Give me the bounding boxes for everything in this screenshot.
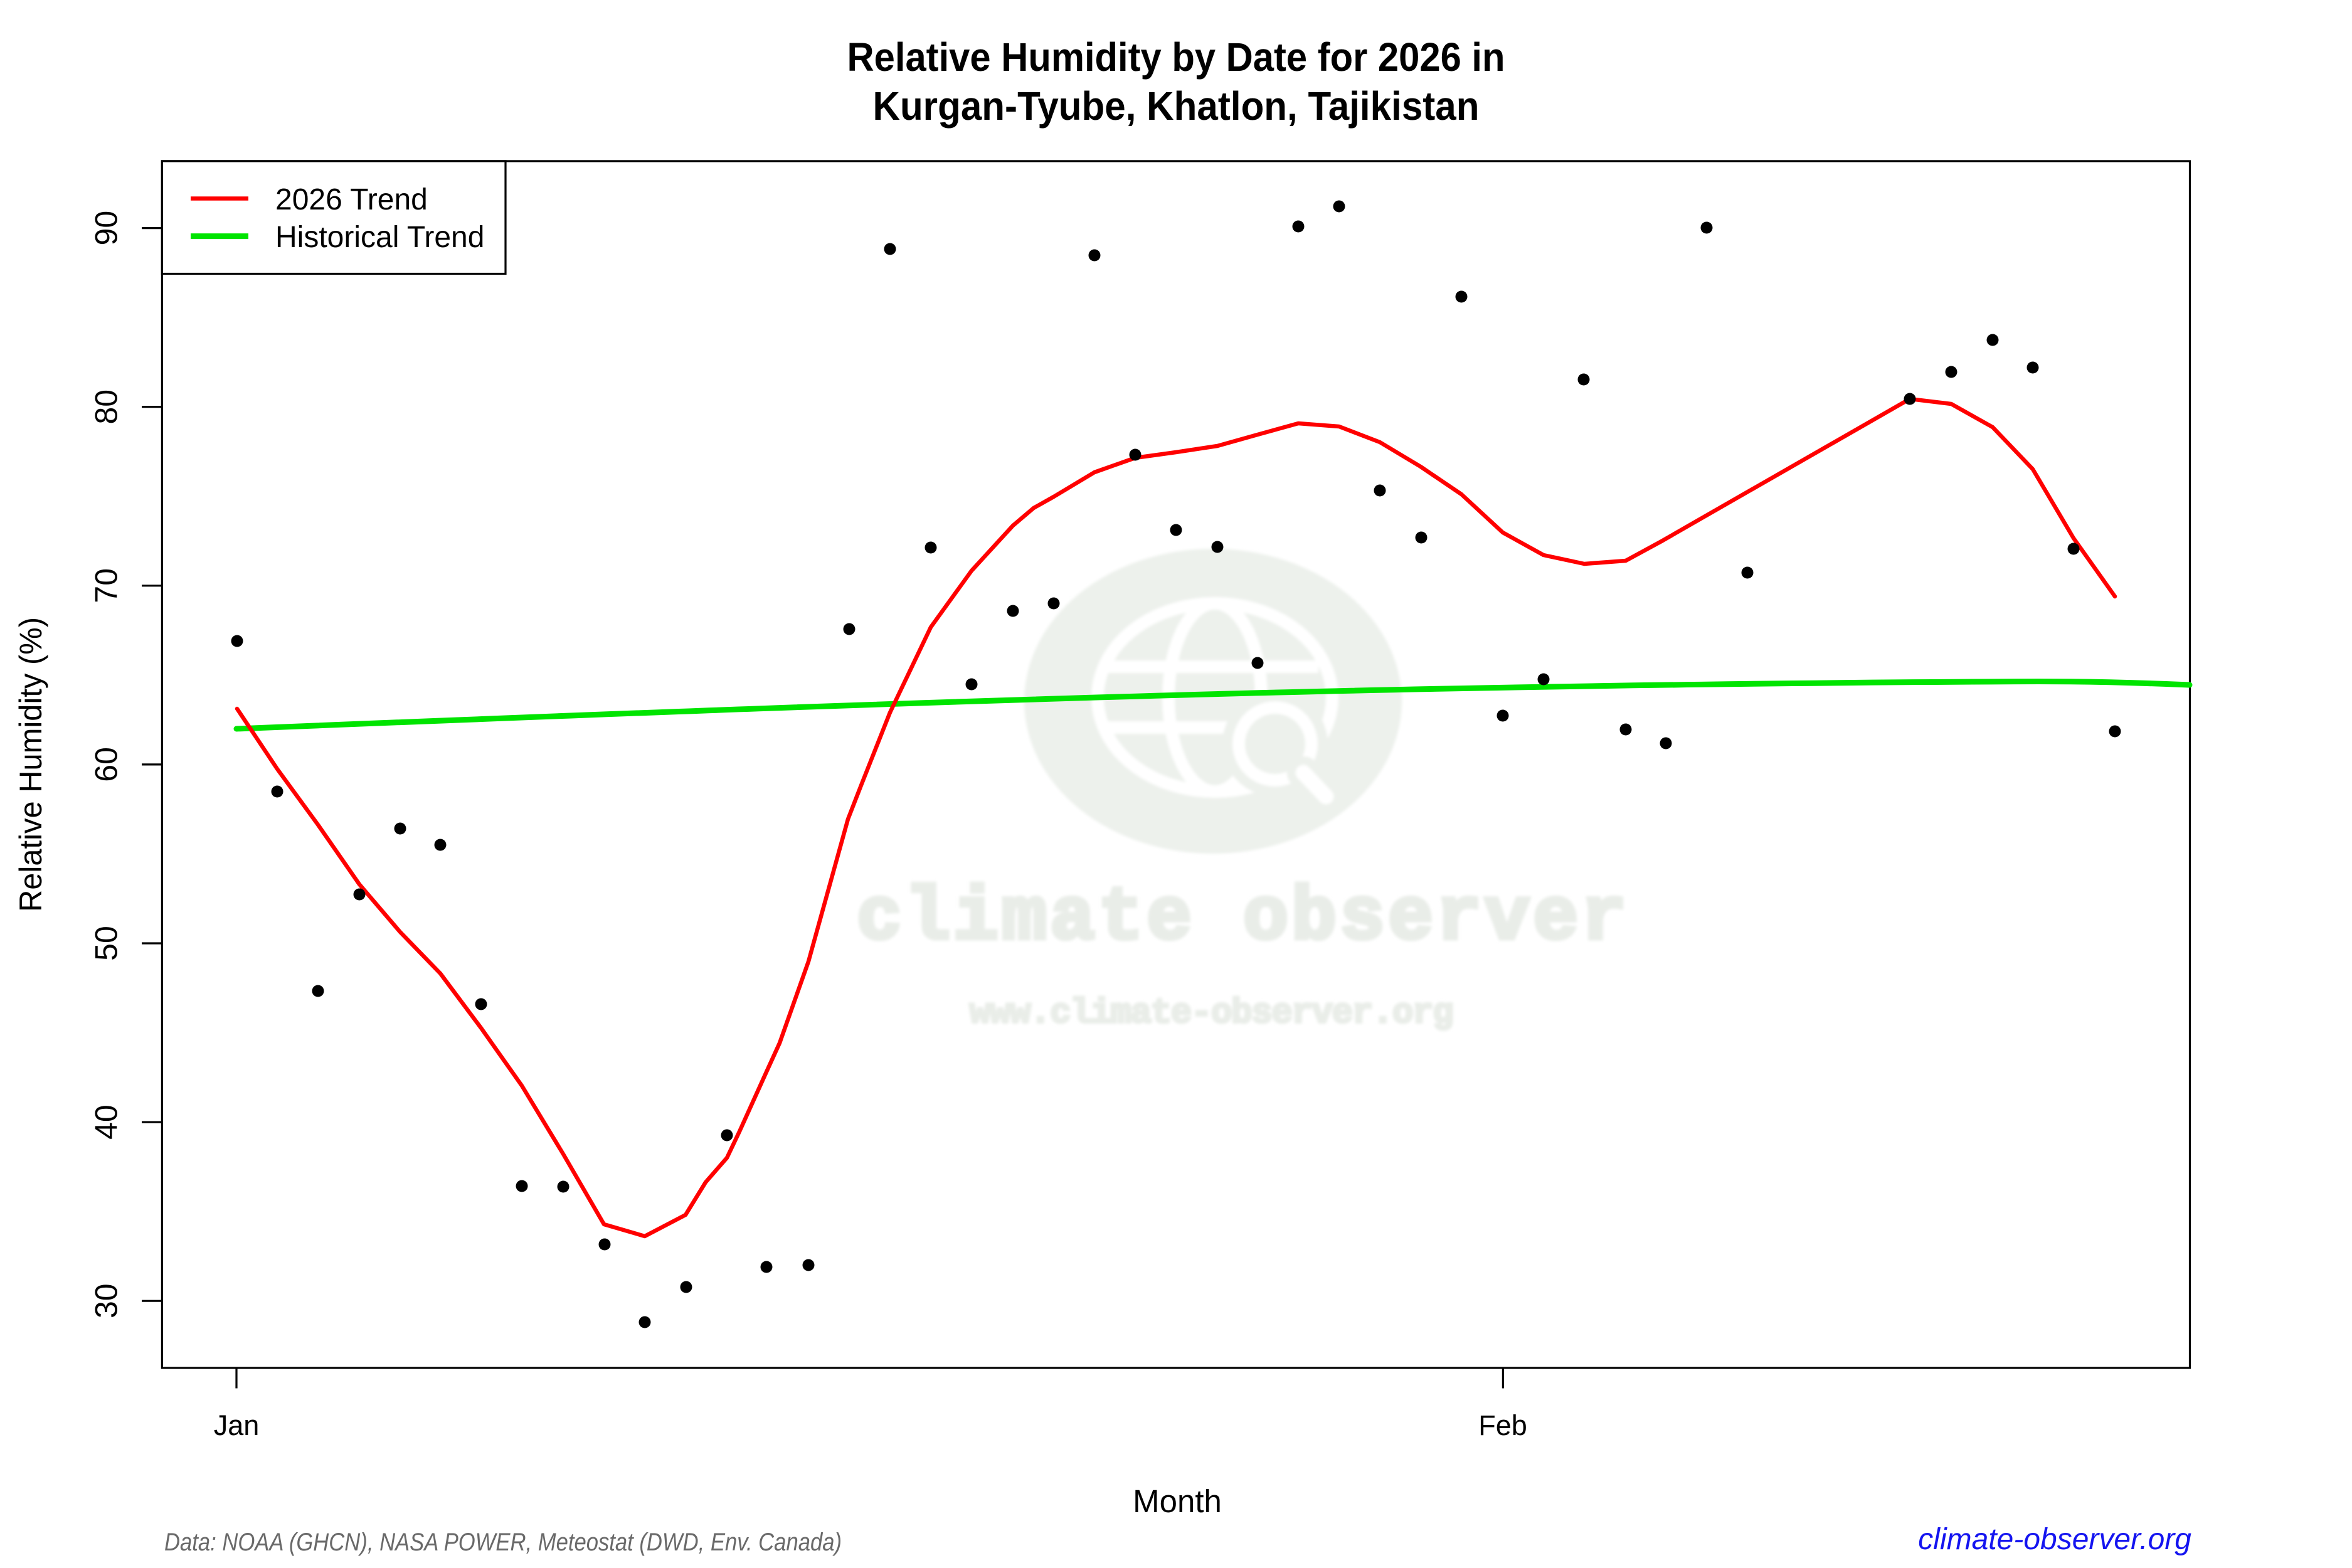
svg-text:Data: NOAA (GHCN), NASA POWER,: Data: NOAA (GHCN), NASA POWER, Meteostat… <box>164 1528 842 1556</box>
svg-text:Relative Humidity (%): Relative Humidity (%) <box>13 617 48 912</box>
svg-text:Feb: Feb <box>1478 1409 1527 1441</box>
svg-text:climate observer: climate observer <box>857 876 1629 961</box>
svg-text:30: 30 <box>89 1283 124 1318</box>
svg-text:80: 80 <box>89 389 124 425</box>
svg-text:60: 60 <box>89 747 124 782</box>
svg-text:Kurgan-Tyube, Khatlon, Tajikis: Kurgan-Tyube, Khatlon, Tajikistan <box>873 83 1480 129</box>
svg-text:Historical Trend: Historical Trend <box>275 221 484 254</box>
svg-text:50: 50 <box>89 926 124 961</box>
svg-text:Relative Humidity by Date for: Relative Humidity by Date for 2026 in <box>847 34 1505 80</box>
svg-text:Jan: Jan <box>214 1409 260 1441</box>
svg-text:Month: Month <box>1133 1483 1222 1519</box>
svg-text:2026 Trend: 2026 Trend <box>275 183 428 216</box>
svg-text:40: 40 <box>89 1104 124 1140</box>
svg-text:90: 90 <box>89 211 124 246</box>
svg-text:www.climate-observer.org: www.climate-observer.org <box>970 993 1453 1033</box>
svg-text:70: 70 <box>89 568 124 603</box>
svg-text:climate-observer.org: climate-observer.org <box>1918 1523 2191 1556</box>
